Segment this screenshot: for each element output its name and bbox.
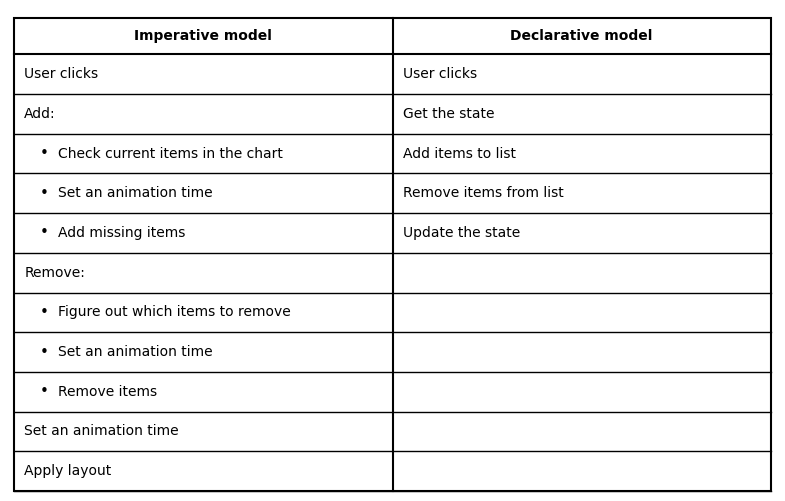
Text: Set an animation time: Set an animation time: [57, 186, 212, 200]
Text: Set an animation time: Set an animation time: [57, 345, 212, 359]
Text: Remove items: Remove items: [57, 385, 157, 399]
Text: Check current items in the chart: Check current items in the chart: [57, 147, 283, 160]
Text: Get the state: Get the state: [403, 107, 495, 121]
Text: Remove:: Remove:: [24, 266, 86, 280]
Text: Figure out which items to remove: Figure out which items to remove: [57, 305, 290, 319]
Text: •: •: [40, 305, 49, 320]
Text: Update the state: Update the state: [403, 226, 520, 240]
Text: •: •: [40, 384, 49, 399]
Text: •: •: [40, 225, 49, 240]
Text: Add missing items: Add missing items: [57, 226, 185, 240]
Text: Remove items from list: Remove items from list: [403, 186, 564, 200]
Text: •: •: [40, 345, 49, 360]
Text: Declarative model: Declarative model: [510, 29, 653, 43]
Text: Add:: Add:: [24, 107, 56, 121]
Text: User clicks: User clicks: [24, 67, 98, 81]
Text: •: •: [40, 186, 49, 201]
Text: Add items to list: Add items to list: [403, 147, 516, 160]
Text: Set an animation time: Set an animation time: [24, 424, 179, 438]
Text: Imperative model: Imperative model: [134, 29, 272, 43]
Text: Apply layout: Apply layout: [24, 464, 111, 478]
Text: •: •: [40, 146, 49, 161]
Text: User clicks: User clicks: [403, 67, 476, 81]
